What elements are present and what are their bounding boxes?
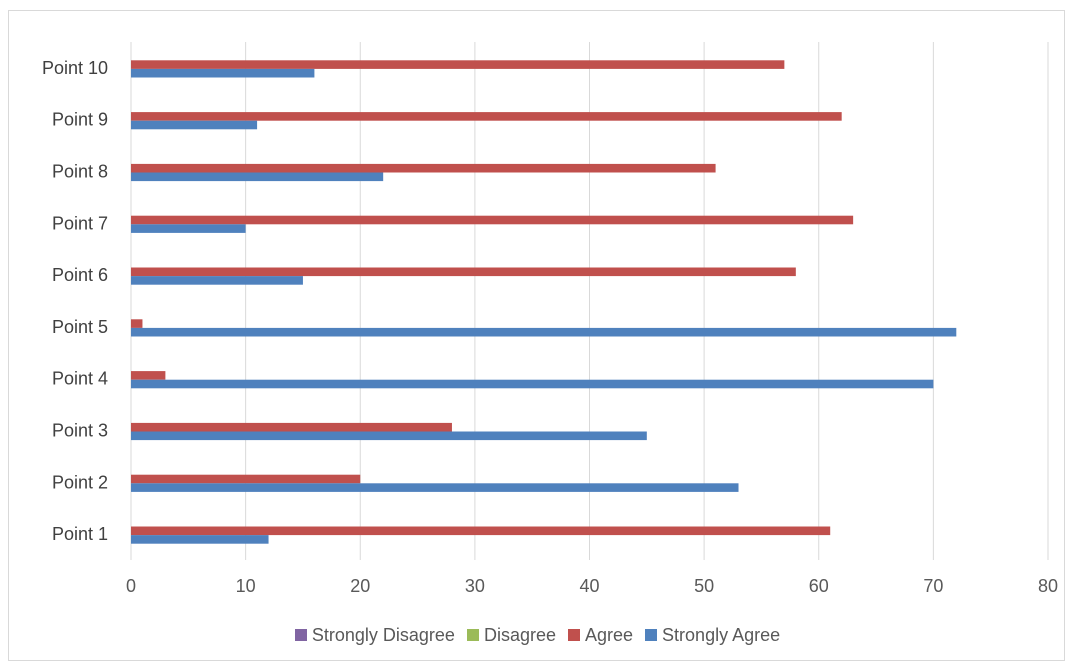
category-label: Point 4 [52, 369, 108, 389]
legend-item-agree: Agree [568, 625, 633, 646]
legend-item-strongly-disagree: Strongly Disagree [295, 625, 455, 646]
category-label: Point 5 [52, 317, 108, 337]
bar-agree [131, 319, 142, 328]
bar-strongly-agree [131, 432, 647, 441]
category-label: Point 9 [52, 110, 108, 130]
bar-strongly-agree [131, 224, 246, 233]
x-tick-label: 10 [236, 576, 256, 596]
x-tick-label: 20 [350, 576, 370, 596]
x-tick-label: 70 [923, 576, 943, 596]
x-tick-label: 30 [465, 576, 485, 596]
category-label: Point 2 [52, 472, 108, 492]
category-label: Point 7 [52, 213, 108, 233]
x-tick-labels: 0 10 20 30 40 50 60 70 80 [126, 576, 1058, 596]
legend-item-strongly-agree: Strongly Agree [645, 625, 780, 646]
legend: Strongly Disagree Disagree Agree Strongl… [0, 620, 1075, 650]
bar-strongly-agree [131, 121, 257, 130]
bar-agree [131, 60, 784, 69]
legend-swatch-disagree [467, 629, 479, 641]
category-label: Point 3 [52, 421, 108, 441]
legend-swatch-strongly-disagree [295, 629, 307, 641]
legend-label-strongly-agree: Strongly Agree [662, 625, 780, 646]
bar-agree [131, 475, 360, 484]
bar-strongly-agree [131, 173, 383, 182]
bar-agree [131, 216, 853, 225]
bars [131, 60, 956, 543]
legend-label-disagree: Disagree [484, 625, 556, 646]
legend-label-agree: Agree [585, 625, 633, 646]
bar-agree [131, 112, 842, 121]
bar-strongly-agree [131, 535, 269, 544]
bar-strongly-agree [131, 69, 314, 78]
bar-agree [131, 371, 165, 380]
legend-item-disagree: Disagree [467, 625, 556, 646]
bar-agree [131, 527, 830, 536]
legend-swatch-agree [568, 629, 580, 641]
category-labels: Point 1 Point 2 Point 3 Point 4 Point 5 Point… [42, 58, 108, 544]
x-tick-label: 50 [694, 576, 714, 596]
category-label: Point 10 [42, 58, 108, 78]
bar-strongly-agree [131, 483, 739, 492]
bar-strongly-agree [131, 328, 956, 337]
category-label: Point 8 [52, 162, 108, 182]
x-tick-label: 80 [1038, 576, 1058, 596]
bar-strongly-agree [131, 380, 933, 389]
bar-agree [131, 164, 716, 173]
x-tick-label: 0 [126, 576, 136, 596]
bar-strongly-agree [131, 276, 303, 285]
category-label: Point 6 [52, 265, 108, 285]
category-label: Point 1 [52, 524, 108, 544]
bar-agree [131, 268, 796, 277]
bar-agree [131, 423, 452, 432]
legend-label-strongly-disagree: Strongly Disagree [312, 625, 455, 646]
x-tick-label: 40 [579, 576, 599, 596]
legend-swatch-strongly-agree [645, 629, 657, 641]
x-tick-label: 60 [809, 576, 829, 596]
